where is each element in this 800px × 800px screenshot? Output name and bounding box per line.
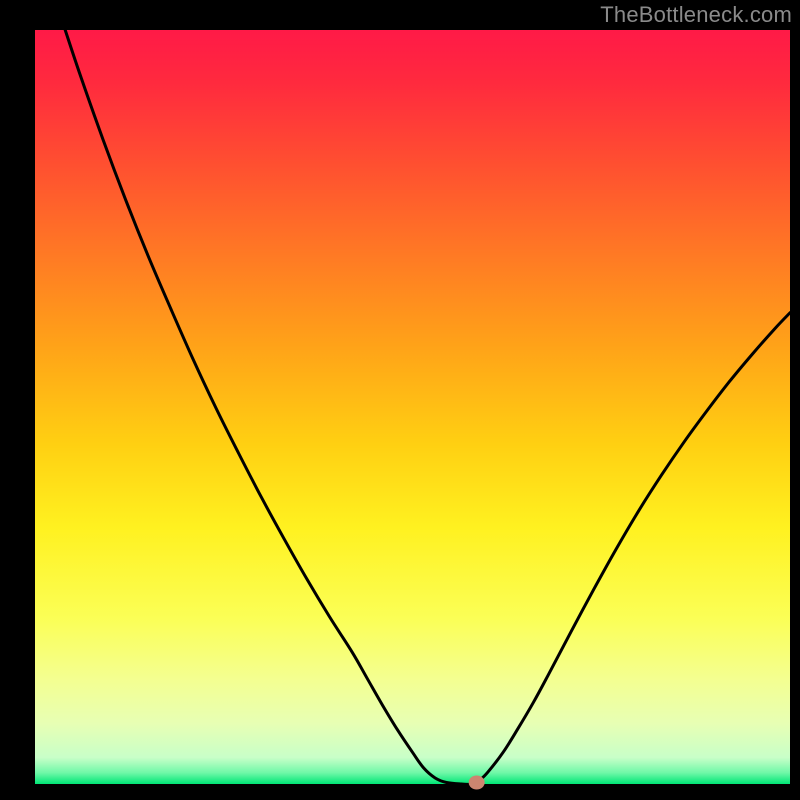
optimal-point-marker bbox=[469, 775, 485, 789]
plot-area bbox=[35, 30, 790, 784]
chart-container: TheBottleneck.com bbox=[0, 0, 800, 800]
bottleneck-chart bbox=[0, 0, 800, 800]
watermark-text: TheBottleneck.com bbox=[600, 2, 792, 28]
